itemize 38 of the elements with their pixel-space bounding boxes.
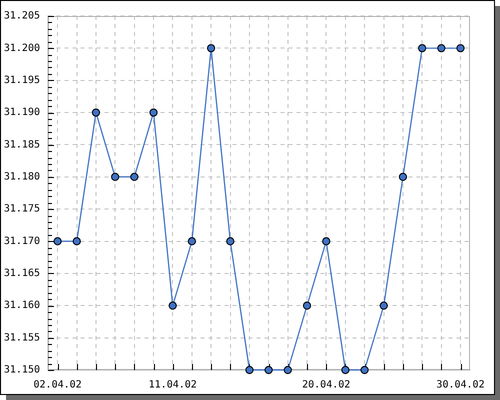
x-tick-label: 30.04.02 [436, 380, 485, 391]
point [188, 237, 196, 246]
x-tick-label: 11.04.02 [148, 380, 197, 391]
point [226, 237, 234, 246]
y-tick-label: 31.160 [4, 300, 40, 312]
y-tick-label: 31.185 [4, 139, 40, 150]
y-tick-label: 31.170 [4, 236, 40, 247]
point [418, 44, 426, 52]
y-tick-label: 31.205 [4, 10, 40, 22]
point [53, 237, 62, 246]
point [360, 366, 369, 374]
point [398, 172, 408, 182]
y-tick-label: 31.200 [4, 42, 40, 54]
y-tick-label: 31.195 [4, 74, 40, 86]
point [168, 302, 177, 310]
point [302, 302, 312, 310]
y-tick-label: 31.150 [4, 364, 40, 376]
point [437, 44, 446, 52]
point [380, 302, 388, 310]
point [72, 237, 81, 246]
point [456, 44, 465, 52]
x-tick-label: 02.04.02 [34, 380, 82, 391]
point [149, 108, 158, 117]
point [245, 366, 254, 374]
point [111, 172, 120, 182]
y-tick-label: 31.190 [4, 107, 40, 118]
point [264, 366, 273, 374]
y-tick-label: 31.155 [4, 332, 40, 344]
point [322, 237, 330, 246]
x-tick-label: 20.04.02 [302, 380, 350, 391]
y-tick-label: 31.175 [4, 204, 40, 215]
point [341, 366, 350, 374]
y-tick-label: 31.165 [4, 268, 40, 280]
y-tick-label: 31.180 [4, 172, 40, 183]
point [284, 366, 292, 374]
point [92, 108, 100, 117]
point [130, 172, 138, 182]
point [206, 44, 216, 52]
